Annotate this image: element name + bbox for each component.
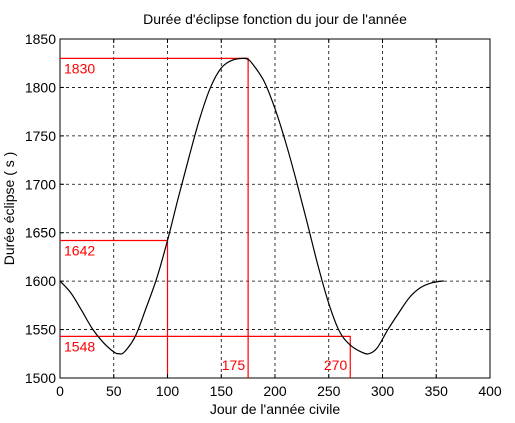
y-tick-label: 1650	[25, 225, 56, 241]
annotation-label: 270	[324, 357, 348, 373]
annotation-label: 175	[222, 357, 246, 373]
x-tick-label: 0	[56, 383, 64, 399]
annotation-label: 1830	[64, 60, 95, 76]
grid	[60, 39, 490, 378]
x-tick-label: 200	[263, 383, 287, 399]
y-axis-label: Durée éclipse ( s )	[1, 152, 17, 266]
annotation-lines	[60, 57, 351, 378]
series	[59, 57, 444, 355]
x-axis-ticks: 0 50 100 150 200 250 300 350 400	[56, 39, 502, 399]
y-axis-ticks: 1500 1550 1600 1650 1700 1750 1800 1850	[25, 31, 490, 386]
y-tick-label: 1600	[25, 273, 56, 289]
y-tick-label: 1850	[25, 31, 56, 47]
x-tick-label: 100	[156, 383, 180, 399]
annotation-line	[60, 335, 351, 378]
annotation-label: 1548	[64, 338, 95, 354]
annotation-label: 1642	[64, 242, 95, 258]
x-tick-label: 300	[371, 383, 395, 399]
chart-title: Durée d'éclipse fonction du jour de l'an…	[143, 11, 407, 27]
y-tick-label: 1500	[25, 370, 56, 386]
annotation-labels: 1830 1642 1548 175 270	[64, 60, 347, 373]
y-tick-label: 1750	[25, 128, 56, 144]
y-tick-label: 1700	[25, 176, 56, 192]
x-tick-label: 400	[478, 383, 502, 399]
annotation-line	[60, 57, 249, 378]
series-line	[59, 57, 444, 355]
x-tick-label: 150	[210, 383, 234, 399]
y-tick-label: 1800	[25, 79, 56, 95]
x-tick-label: 50	[106, 383, 122, 399]
y-tick-label: 1550	[25, 322, 56, 338]
x-axis-label: Jour de l'année civile	[210, 401, 341, 417]
x-tick-label: 350	[425, 383, 449, 399]
x-tick-label: 250	[317, 383, 341, 399]
